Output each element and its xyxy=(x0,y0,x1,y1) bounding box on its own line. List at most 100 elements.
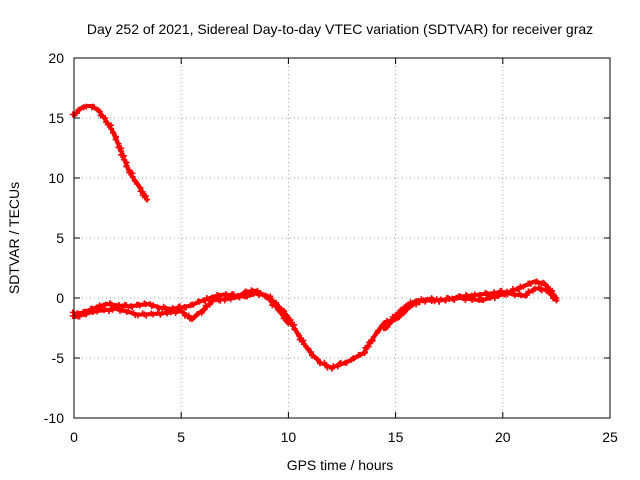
data-point-marker xyxy=(112,136,119,143)
data-point-marker xyxy=(201,306,208,313)
data-point-marker xyxy=(109,306,116,313)
data-point-marker xyxy=(182,304,189,311)
data-point-marker xyxy=(495,292,502,299)
y-tick-label: 0 xyxy=(56,290,64,306)
data-point-marker xyxy=(150,302,157,309)
data-point-marker xyxy=(528,280,535,287)
y-tick-label: 15 xyxy=(48,110,64,126)
data-point-marker xyxy=(375,327,382,334)
data-point-marker xyxy=(115,301,122,308)
y-tick-label: -5 xyxy=(52,350,65,366)
data-point-marker xyxy=(129,304,136,310)
data-point-marker xyxy=(257,290,264,297)
data-point-marker xyxy=(291,326,298,333)
data-point-marker xyxy=(471,295,478,302)
x-axis-label: GPS time / hours xyxy=(287,457,394,473)
data-point-marker xyxy=(300,341,307,348)
axis-ticks: 0 5 10 15 20 25 -10 -5 0 5 10 15 20 xyxy=(44,50,618,445)
data-point-marker xyxy=(159,309,166,316)
data-point-marker xyxy=(309,352,316,359)
data-point-marker xyxy=(275,307,282,314)
data-point-marker xyxy=(351,355,358,362)
data-point-marker xyxy=(370,334,377,340)
data-point-marker xyxy=(446,296,453,303)
data-point-marker xyxy=(550,291,557,298)
data-point-marker xyxy=(273,302,280,309)
data-point-marker xyxy=(136,302,143,309)
y-axis-label: SDTVAR / TECUs xyxy=(6,182,22,294)
data-point-marker xyxy=(392,312,399,319)
data-point-marker xyxy=(428,298,435,304)
data-point-marker xyxy=(280,315,287,322)
data-point-marker xyxy=(324,364,331,371)
data-point-marker xyxy=(143,196,150,203)
data-point-marker xyxy=(512,292,518,299)
x-tick-label: 5 xyxy=(177,429,185,445)
data-point-marker xyxy=(398,306,405,313)
data-point-marker xyxy=(96,108,103,115)
data-point-marker xyxy=(491,289,498,296)
data-point-marker xyxy=(110,130,117,136)
data-point-marker xyxy=(462,296,469,303)
data-point-marker xyxy=(118,151,125,158)
data-point-marker xyxy=(129,173,136,180)
data-point-marker xyxy=(343,359,350,366)
data-point-marker xyxy=(523,292,530,298)
data-point-marker xyxy=(156,305,163,312)
data-point-marker xyxy=(380,325,387,331)
data-point-marker xyxy=(76,313,83,320)
data-point-marker xyxy=(177,307,183,313)
data-point-marker xyxy=(198,310,205,317)
data-point-marker xyxy=(520,283,527,290)
data-point-marker xyxy=(206,301,213,308)
y-tick-label: 10 xyxy=(48,170,64,186)
chart-title: Day 252 of 2021, Sidereal Day-to-day VTE… xyxy=(87,21,593,37)
x-tick-label: 10 xyxy=(281,429,297,445)
data-point-marker xyxy=(101,307,108,314)
x-tick-label: 15 xyxy=(388,429,404,445)
data-point-marker xyxy=(115,144,122,151)
data-point-marker xyxy=(531,286,538,292)
data-point-marker xyxy=(553,295,560,301)
data-point-marker xyxy=(94,308,101,315)
series-group xyxy=(69,103,150,203)
data-point-marker xyxy=(190,301,197,308)
data-point-marker xyxy=(83,103,90,110)
data-point-marker xyxy=(267,295,274,301)
y-tick-label: -10 xyxy=(44,410,64,426)
data-point-marker xyxy=(143,312,150,319)
data-point-marker xyxy=(244,289,250,296)
data-point-marker xyxy=(185,312,192,319)
data-point-marker xyxy=(196,298,203,305)
data-point-marker xyxy=(167,309,174,316)
data-point-marker xyxy=(541,280,548,287)
data-point-marker xyxy=(437,296,444,303)
data-point-marker xyxy=(480,297,487,304)
data-point-marker xyxy=(97,112,104,119)
series-group xyxy=(69,287,292,327)
y-tick-label: 20 xyxy=(48,50,64,66)
data-point-marker xyxy=(422,298,429,305)
data-point-marker xyxy=(209,298,216,304)
data-point-marker xyxy=(118,306,125,313)
data-point-marker xyxy=(150,311,157,318)
data-point-marker xyxy=(305,345,312,352)
data-point-marker xyxy=(308,349,315,355)
data-point-marker xyxy=(384,323,391,329)
data-point-marker xyxy=(76,106,83,113)
data-point-marker xyxy=(285,320,292,327)
grid-lines xyxy=(74,58,610,418)
data-point-marker xyxy=(143,193,150,199)
data-point-marker xyxy=(365,339,372,346)
data-point-marker xyxy=(108,125,115,132)
series-group xyxy=(380,278,560,332)
data-point-marker xyxy=(102,115,109,121)
data-point-marker xyxy=(455,293,462,300)
data-point-marker xyxy=(223,295,230,302)
y-tick-label: 5 xyxy=(56,230,64,246)
data-point-marker xyxy=(180,309,187,316)
data-point-marker xyxy=(362,344,369,351)
data-point-marker xyxy=(268,298,275,305)
